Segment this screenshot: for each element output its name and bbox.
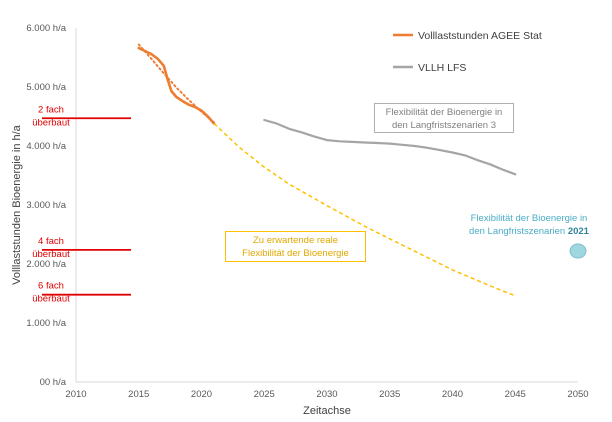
y-tick-label: 2.000 h/a: [26, 259, 66, 270]
x-tick-label: 2045: [505, 389, 526, 400]
legend: Volllaststunden AGEE Stat VLLH LFS: [393, 30, 542, 74]
y-axis-title: Volllaststunden Bioenergie in h/a: [11, 124, 23, 284]
annotation-yellow-line1: Zu erwartende reale: [252, 235, 339, 246]
x-tick-label: 2025: [254, 389, 275, 400]
series-line: [263, 118, 517, 176]
x-tick-label: 2050: [567, 389, 588, 400]
trend-line: [137, 43, 216, 124]
annotation-teal-line2-wrap: den Langfristszenarien 2021: [457, 225, 601, 238]
x-tick-labels: 2010 2015 2020 2025 2030 2035 2040 2045 2050: [65, 389, 588, 400]
annotation-gray-line2: den Langfristszenarien 3: [391, 120, 497, 131]
annotation-teal-line1: Flexibilität der Bioenergie in: [470, 213, 588, 224]
annotation-teal-year: 2021: [567, 226, 589, 237]
markers: [569, 243, 587, 259]
series-line: [137, 46, 216, 125]
x-tick-label: 2010: [65, 389, 86, 400]
series-group: [137, 43, 517, 297]
reference-label: überbaut: [32, 117, 70, 128]
forecast-line: [213, 123, 516, 297]
reference-lines: 2 fach überbaut 4 fach überbaut 6 fach überba…: [32, 104, 131, 305]
legend-label-agee: Volllaststunden AGEE Stat: [418, 30, 542, 42]
annotation-langfristszenarien-2021: Flexibilität der Bioenergie in den Langf…: [457, 211, 601, 241]
reference-label: 4 fach: [38, 236, 64, 247]
reference-label: überbaut: [32, 249, 70, 260]
marker-2050: [569, 243, 587, 259]
y-tick-label: 3.000 h/a: [26, 200, 66, 211]
x-tick-label: 2040: [442, 389, 463, 400]
x-axis-title: Zeitachse: [303, 405, 351, 417]
x-tick-label: 2015: [128, 389, 149, 400]
y-tick-label: 5.000 h/a: [26, 82, 66, 93]
y-tick-label: 1.000 h/a: [26, 318, 66, 329]
reference-label: 2 fach: [38, 104, 64, 115]
y-tick-labels: 00 h/a 1.000 h/a 2.000 h/a 3.000 h/a 4.000 h…: [26, 23, 66, 388]
annotation-reale-flexibilitaet: Zu erwartende reale Flexibilität der Bio…: [225, 231, 366, 262]
annotation-langfristszenarien-3: Flexibilität der Bioenergie in den Langf…: [374, 103, 514, 133]
x-tick-label: 2035: [379, 389, 400, 400]
y-tick-label: 6.000 h/a: [26, 23, 66, 34]
annotation-teal-line2: den Langfristszenarien: [469, 226, 568, 237]
reference-label: überbaut: [32, 294, 70, 305]
x-tick-label: 2030: [316, 389, 337, 400]
y-tick-label: 00 h/a: [40, 377, 67, 388]
annotation-yellow-line2: Flexibilität der Bioenergie: [242, 248, 349, 259]
y-tick-label: 4.000 h/a: [26, 141, 66, 152]
annotation-gray-line1: Flexibilität der Bioenergie in: [385, 107, 503, 118]
x-tick-label: 2020: [191, 389, 212, 400]
legend-label-vllh: VLLH LFS: [418, 62, 466, 74]
axes: [75, 28, 578, 383]
reference-label: 6 fach: [38, 281, 64, 292]
